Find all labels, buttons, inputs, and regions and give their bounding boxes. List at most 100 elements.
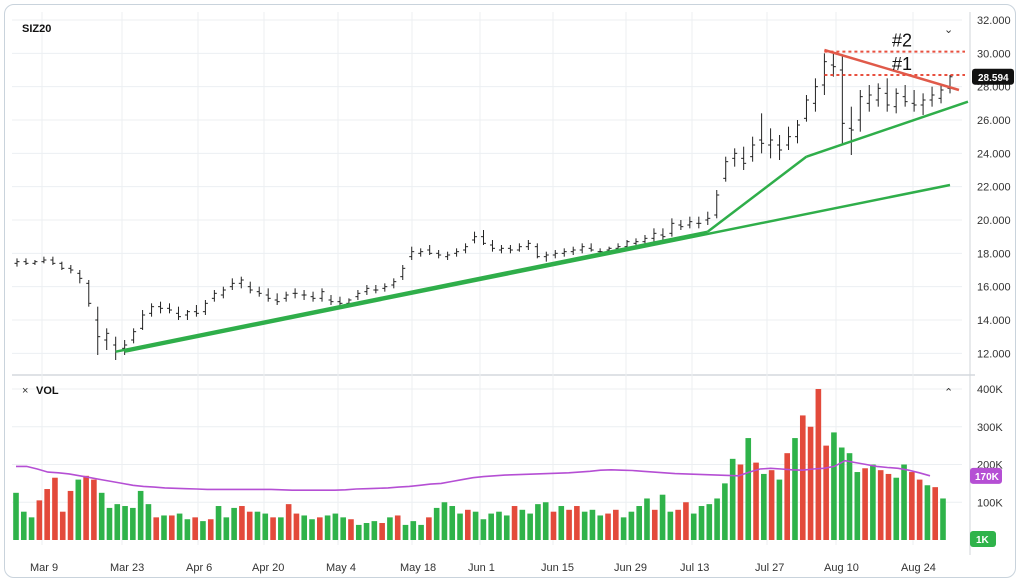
volume-bar xyxy=(340,517,346,540)
volume-bar xyxy=(776,479,783,540)
volume-bar xyxy=(613,509,619,540)
volume-bar xyxy=(441,502,448,540)
volume-min-tag xyxy=(970,531,996,547)
volume-bar xyxy=(122,506,128,540)
price-y-tick-label: 26.000 xyxy=(977,115,1011,127)
volume-bar xyxy=(98,492,105,540)
volume-bar xyxy=(745,438,752,540)
volume-bar xyxy=(675,509,681,540)
volume-bar xyxy=(542,502,549,540)
volume-bar xyxy=(371,521,378,540)
volume-bar xyxy=(729,458,736,540)
volume-bar xyxy=(698,506,705,540)
volume-bar xyxy=(690,513,697,540)
volume-bar xyxy=(348,519,354,540)
volume-bar xyxy=(870,464,876,540)
volume-ma-label: 170K xyxy=(975,472,1000,483)
price-y-tick-label: 32.000 xyxy=(977,15,1011,27)
volume-bar xyxy=(932,487,939,540)
volume-bar xyxy=(301,515,308,540)
volume-bar xyxy=(519,509,526,540)
collapse-volume-icon[interactable]: ⌃ xyxy=(944,387,953,399)
volume-bar xyxy=(215,506,222,540)
volume-bar xyxy=(91,479,97,540)
volume-bar xyxy=(722,483,728,540)
volume-bar xyxy=(67,490,74,540)
volume-bar xyxy=(449,506,456,540)
volume-bar xyxy=(636,506,642,540)
trend-line xyxy=(824,48,960,92)
volume-bar xyxy=(130,507,136,540)
volume-bar xyxy=(457,513,463,540)
volume-bar xyxy=(589,509,596,540)
volume-bar xyxy=(893,477,900,540)
volume-bar xyxy=(511,506,518,540)
volume-bar xyxy=(270,517,276,540)
volume-bar xyxy=(223,517,230,540)
volume-bar xyxy=(877,470,884,540)
symbol-label: SIZ20 xyxy=(22,23,51,35)
volume-bar xyxy=(262,513,269,540)
volume-bar xyxy=(168,515,175,540)
trend-line xyxy=(806,100,969,158)
volume-bar xyxy=(768,470,775,540)
price-y-tick-label: 24.000 xyxy=(977,148,1011,160)
close-volume-icon[interactable]: × xyxy=(22,385,28,397)
x-tick-label: Jun 15 xyxy=(541,562,574,574)
volume-bar xyxy=(161,515,167,540)
volume-bar xyxy=(387,517,393,540)
volume-bar xyxy=(496,511,502,540)
x-tick-label: Jul 27 xyxy=(755,562,784,574)
volume-moving-average xyxy=(16,459,931,492)
volume-bar xyxy=(753,462,759,540)
volume-bar xyxy=(355,524,362,540)
volume-bar xyxy=(838,447,845,540)
x-tick-label: Aug 10 xyxy=(824,562,859,574)
volume-bar xyxy=(651,509,658,540)
volume-bar xyxy=(379,523,385,540)
volume-bar xyxy=(807,426,814,540)
volume-bar xyxy=(246,511,253,540)
price-y-tick-label: 18.000 xyxy=(977,248,1011,260)
volume-y-tick-label: 400K xyxy=(977,384,1003,396)
x-tick-label: May 4 xyxy=(326,562,356,574)
x-tick-label: Mar 23 xyxy=(110,562,144,574)
volume-y-tick-label: 300K xyxy=(977,422,1003,434)
volume-bar xyxy=(605,513,611,540)
volume-bar xyxy=(145,504,152,540)
volume-bar xyxy=(620,517,627,540)
volume-bar xyxy=(535,504,541,540)
volume-bar xyxy=(317,517,323,540)
volume-bar xyxy=(792,438,798,540)
volume-bar xyxy=(846,453,853,540)
price-y-tick-label: 12.000 xyxy=(977,348,1011,360)
collapse-price-icon[interactable]: ⌄ xyxy=(944,24,953,36)
volume-bar xyxy=(410,521,417,540)
volume-bar xyxy=(426,517,432,540)
volume-bar xyxy=(59,511,66,540)
x-tick-label: Jun 29 xyxy=(614,562,647,574)
volume-bar xyxy=(527,513,533,540)
volume-bar xyxy=(309,519,315,540)
x-tick-label: Jun 1 xyxy=(468,562,495,574)
volume-bar xyxy=(924,485,931,540)
volume-bar xyxy=(106,507,113,540)
volume-bar xyxy=(916,479,923,540)
volume-bar xyxy=(278,517,284,540)
x-tick-label: Mar 9 xyxy=(30,562,58,574)
volume-bar xyxy=(940,498,946,540)
x-tick-label: May 18 xyxy=(400,562,436,574)
level-label: #2 xyxy=(892,31,912,51)
volume-bar xyxy=(293,513,300,540)
volume-bar xyxy=(239,506,245,540)
volume-bar xyxy=(815,389,822,540)
volume-bar xyxy=(13,492,19,540)
volume-bar xyxy=(28,517,35,540)
volume-bar xyxy=(200,521,206,540)
volume-bar xyxy=(503,515,510,540)
volume-bar xyxy=(36,500,43,540)
volume-bar xyxy=(207,519,214,540)
volume-bar xyxy=(332,513,339,540)
last-price-tag xyxy=(972,68,1014,85)
volume-bar xyxy=(737,464,744,540)
